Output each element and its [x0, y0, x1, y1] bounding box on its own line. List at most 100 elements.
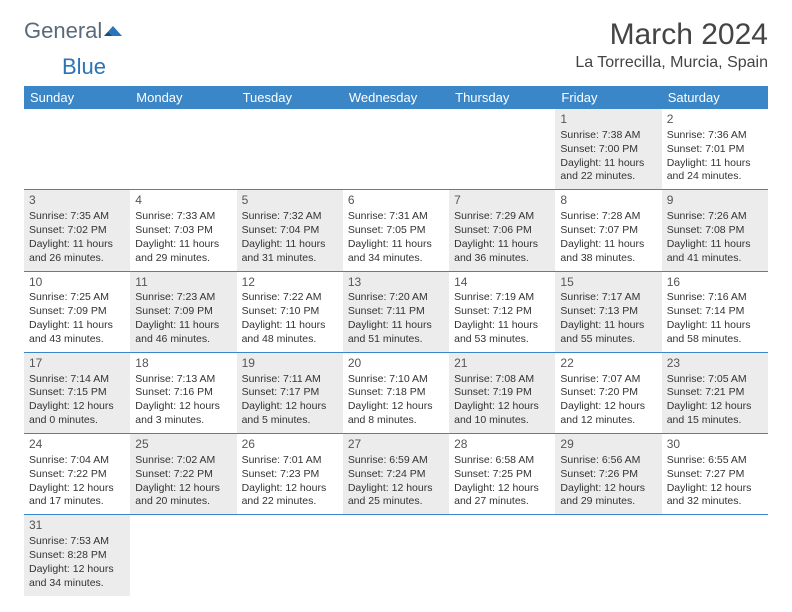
day-number: 28	[454, 437, 550, 453]
day-number: 6	[348, 193, 444, 209]
day-number: 10	[29, 275, 125, 291]
calendar-day-cell	[343, 515, 449, 596]
daylight-text: Daylight: 12 hours and 22 minutes.	[242, 482, 338, 510]
day-number: 30	[667, 437, 763, 453]
calendar-week-row: 1Sunrise: 7:38 AMSunset: 7:00 PMDaylight…	[24, 109, 768, 190]
sunset-text: Sunset: 7:06 PM	[454, 224, 550, 238]
sunrise-text: Sunrise: 7:19 AM	[454, 291, 550, 305]
sunrise-text: Sunrise: 6:56 AM	[560, 454, 656, 468]
daylight-text: Daylight: 11 hours and 38 minutes.	[560, 238, 656, 266]
day-number: 7	[454, 193, 550, 209]
sunset-text: Sunset: 7:15 PM	[29, 386, 125, 400]
sunrise-text: Sunrise: 7:02 AM	[135, 454, 231, 468]
sunset-text: Sunset: 7:19 PM	[454, 386, 550, 400]
calendar-day-cell: 5Sunrise: 7:32 AMSunset: 7:04 PMDaylight…	[237, 190, 343, 271]
logo-text-blue: Blue	[62, 54, 106, 80]
calendar-day-cell: 8Sunrise: 7:28 AMSunset: 7:07 PMDaylight…	[555, 190, 661, 271]
day-number: 12	[242, 275, 338, 291]
calendar-day-cell: 10Sunrise: 7:25 AMSunset: 7:09 PMDayligh…	[24, 271, 130, 352]
weekday-header: Sunday	[24, 86, 130, 109]
calendar-day-cell	[237, 515, 343, 596]
calendar-day-cell: 12Sunrise: 7:22 AMSunset: 7:10 PMDayligh…	[237, 271, 343, 352]
calendar-day-cell: 27Sunrise: 6:59 AMSunset: 7:24 PMDayligh…	[343, 434, 449, 515]
daylight-text: Daylight: 11 hours and 26 minutes.	[29, 238, 125, 266]
daylight-text: Daylight: 12 hours and 20 minutes.	[135, 482, 231, 510]
sunrise-text: Sunrise: 7:28 AM	[560, 210, 656, 224]
sunrise-text: Sunrise: 7:53 AM	[29, 535, 125, 549]
calendar-day-cell: 23Sunrise: 7:05 AMSunset: 7:21 PMDayligh…	[662, 352, 768, 433]
sunset-text: Sunset: 7:24 PM	[348, 468, 444, 482]
calendar-week-row: 10Sunrise: 7:25 AMSunset: 7:09 PM Dayligh…	[24, 271, 768, 352]
calendar-day-cell: 19Sunrise: 7:11 AMSunset: 7:17 PMDayligh…	[237, 352, 343, 433]
sunrise-text: Sunrise: 7:10 AM	[348, 373, 444, 387]
calendar-day-cell: 28Sunrise: 6:58 AMSunset: 7:25 PMDayligh…	[449, 434, 555, 515]
day-number: 17	[29, 356, 125, 372]
title-block: March 2024 La Torrecilla, Murcia, Spain	[575, 18, 768, 72]
sunset-text: Sunset: 7:23 PM	[242, 468, 338, 482]
sunset-text: Sunset: 7:09 PM	[29, 305, 125, 319]
day-number: 13	[348, 275, 444, 291]
sunset-text: Sunset: 7:17 PM	[242, 386, 338, 400]
calendar-week-row: 31Sunrise: 7:53 AMSunset: 8:28 PMDayligh…	[24, 515, 768, 596]
calendar-week-row: 17Sunrise: 7:14 AMSunset: 7:15 PM Dayligh…	[24, 352, 768, 433]
day-number: 9	[667, 193, 763, 209]
calendar-day-cell: 26Sunrise: 7:01 AMSunset: 7:23 PMDayligh…	[237, 434, 343, 515]
weekday-header: Saturday	[662, 86, 768, 109]
daylight-text: Daylight: 12 hours and 27 minutes.	[454, 482, 550, 510]
daylight-text: Daylight: 12 hours and 32 minutes.	[667, 482, 763, 510]
day-number: 14	[454, 275, 550, 291]
sunrise-text: Sunrise: 7:07 AM	[560, 373, 656, 387]
day-number: 20	[348, 356, 444, 372]
day-number: 3	[29, 193, 125, 209]
calendar-day-cell: 17Sunrise: 7:14 AMSunset: 7:15 PMDayligh…	[24, 352, 130, 433]
daylight-text: Daylight: 12 hours and 15 minutes.	[667, 400, 763, 428]
calendar-day-cell: 29Sunrise: 6:56 AMSunset: 7:26 PMDayligh…	[555, 434, 661, 515]
daylight-text: Daylight: 11 hours and 58 minutes.	[667, 319, 763, 347]
day-number: 15	[560, 275, 656, 291]
calendar-day-cell: 20Sunrise: 7:10 AMSunset: 7:18 PMDayligh…	[343, 352, 449, 433]
day-number: 25	[135, 437, 231, 453]
daylight-text: Daylight: 11 hours and 41 minutes.	[667, 238, 763, 266]
weekday-header: Friday	[555, 86, 661, 109]
sunset-text: Sunset: 7:01 PM	[667, 143, 763, 157]
sunset-text: Sunset: 7:11 PM	[348, 305, 444, 319]
weekday-header: Tuesday	[237, 86, 343, 109]
sunrise-text: Sunrise: 7:01 AM	[242, 454, 338, 468]
calendar-day-cell	[449, 109, 555, 190]
day-number: 26	[242, 437, 338, 453]
daylight-text: Daylight: 11 hours and 46 minutes.	[135, 319, 231, 347]
logo-text-general: General	[24, 18, 102, 44]
daylight-text: Daylight: 11 hours and 53 minutes.	[454, 319, 550, 347]
daylight-text: Daylight: 11 hours and 24 minutes.	[667, 157, 763, 185]
calendar-day-cell: 9Sunrise: 7:26 AMSunset: 7:08 PMDaylight…	[662, 190, 768, 271]
calendar-body: 1Sunrise: 7:38 AMSunset: 7:00 PMDaylight…	[24, 109, 768, 596]
calendar-day-cell: 21Sunrise: 7:08 AMSunset: 7:19 PMDayligh…	[449, 352, 555, 433]
calendar-day-cell	[662, 515, 768, 596]
sunset-text: Sunset: 7:14 PM	[667, 305, 763, 319]
daylight-text: Daylight: 12 hours and 34 minutes.	[29, 563, 125, 591]
daylight-text: Daylight: 11 hours and 55 minutes.	[560, 319, 656, 347]
sunrise-text: Sunrise: 7:25 AM	[29, 291, 125, 305]
weekday-header: Monday	[130, 86, 236, 109]
sunrise-text: Sunrise: 7:38 AM	[560, 129, 656, 143]
sunrise-text: Sunrise: 7:14 AM	[29, 373, 125, 387]
calendar-day-cell: 31Sunrise: 7:53 AMSunset: 8:28 PMDayligh…	[24, 515, 130, 596]
calendar-day-cell: 4Sunrise: 7:33 AMSunset: 7:03 PMDaylight…	[130, 190, 236, 271]
sunset-text: Sunset: 7:02 PM	[29, 224, 125, 238]
day-number: 22	[560, 356, 656, 372]
daylight-text: Daylight: 12 hours and 8 minutes.	[348, 400, 444, 428]
day-number: 29	[560, 437, 656, 453]
sunrise-text: Sunrise: 7:33 AM	[135, 210, 231, 224]
calendar-day-cell: 13Sunrise: 7:20 AMSunset: 7:11 PMDayligh…	[343, 271, 449, 352]
sunset-text: Sunset: 7:12 PM	[454, 305, 550, 319]
sunset-text: Sunset: 7:22 PM	[29, 468, 125, 482]
calendar-day-cell: 25Sunrise: 7:02 AMSunset: 7:22 PMDayligh…	[130, 434, 236, 515]
sunset-text: Sunset: 7:04 PM	[242, 224, 338, 238]
sunrise-text: Sunrise: 7:36 AM	[667, 129, 763, 143]
sunrise-text: Sunrise: 7:20 AM	[348, 291, 444, 305]
calendar-day-cell	[130, 515, 236, 596]
calendar-week-row: 3Sunrise: 7:35 AMSunset: 7:02 PMDaylight…	[24, 190, 768, 271]
sunrise-text: Sunrise: 7:22 AM	[242, 291, 338, 305]
daylight-text: Daylight: 11 hours and 48 minutes.	[242, 319, 338, 347]
sunrise-text: Sunrise: 7:16 AM	[667, 291, 763, 305]
